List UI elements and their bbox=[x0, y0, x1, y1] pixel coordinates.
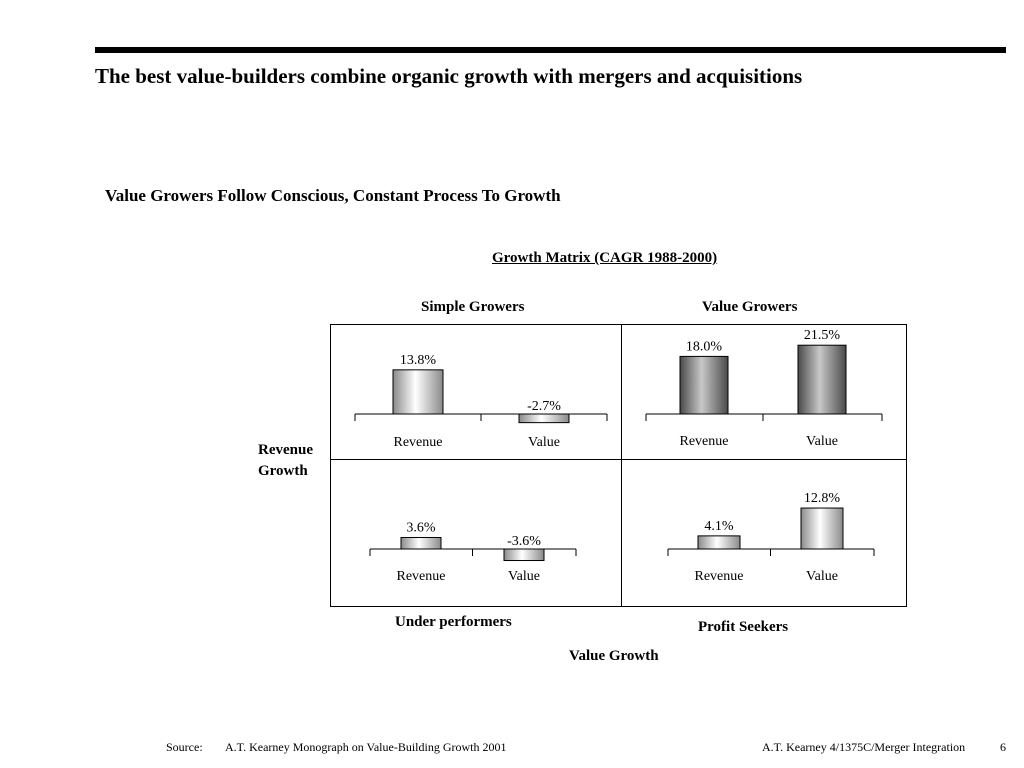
simple-growers-data-label-value: -2.7% bbox=[527, 399, 561, 414]
quadrant-label-simple-growers: Simple Growers bbox=[421, 299, 525, 315]
x-axis-label: Value Growth bbox=[569, 648, 659, 664]
value-growers-data-label-revenue: 18.0% bbox=[686, 339, 723, 354]
profit-seekers-bar-revenue bbox=[697, 535, 741, 550]
simple-growers-bar-revenue bbox=[392, 369, 444, 415]
simple-growers-category-label-value: Value bbox=[528, 435, 560, 450]
value-growers-data-label-value: 21.5% bbox=[804, 328, 841, 343]
value-growers-category-label-revenue: Revenue bbox=[680, 434, 729, 449]
matrix-title: Growth Matrix (CAGR 1988-2000) bbox=[492, 250, 718, 266]
under-performers-category-label-value: Value bbox=[508, 569, 540, 584]
value-growers-bar-value bbox=[797, 344, 847, 415]
y-axis-label-line1: Revenue bbox=[258, 442, 313, 458]
grid-horizontal-divider bbox=[331, 459, 906, 460]
quadrant-label-under-performers: Under performers bbox=[395, 614, 512, 630]
under-performers-bar-revenue bbox=[400, 536, 442, 550]
simple-growers-data-label-revenue: 13.8% bbox=[400, 353, 437, 368]
grid-vertical-divider bbox=[621, 325, 622, 606]
profit-seekers-category-label-value: Value bbox=[806, 569, 838, 584]
y-axis-label: Revenue Growth bbox=[258, 440, 313, 482]
slide-subtitle: Value Growers Follow Conscious, Constant… bbox=[105, 186, 561, 205]
under-performers-category-label-revenue: Revenue bbox=[397, 569, 446, 584]
growth-matrix-grid bbox=[330, 324, 907, 607]
quadrant-label-profit-seekers: Profit Seekers bbox=[698, 619, 789, 635]
y-axis-label-line2: Growth bbox=[258, 463, 308, 479]
profit-seekers-data-label-value: 12.8% bbox=[804, 491, 841, 506]
profit-seekers-bar-value bbox=[800, 507, 844, 550]
under-performers-bar-value bbox=[503, 548, 545, 562]
footer-source-text: A.T. Kearney Monograph on Value-Building… bbox=[225, 740, 507, 754]
top-rule bbox=[95, 47, 1006, 53]
slide-title: The best value-builders combine organic … bbox=[95, 64, 803, 88]
under-performers-data-label-revenue: 3.6% bbox=[406, 520, 436, 535]
value-growers-category-label-value: Value bbox=[806, 434, 838, 449]
profit-seekers-data-label-revenue: 4.1% bbox=[704, 519, 734, 534]
footer-page-number: 6 bbox=[1000, 740, 1006, 754]
value-growers-bar-revenue bbox=[679, 355, 729, 415]
profit-seekers-category-label-revenue: Revenue bbox=[695, 569, 744, 584]
footer-doc-ref: A.T. Kearney 4/1375C/Merger Integration bbox=[762, 740, 966, 754]
simple-growers-category-label-revenue: Revenue bbox=[394, 435, 443, 450]
under-performers-data-label-value: -3.6% bbox=[507, 534, 541, 549]
footer-source-prefix: Source: bbox=[166, 740, 203, 754]
simple-growers-bar-value bbox=[518, 413, 570, 424]
quadrant-label-value-growers: Value Growers bbox=[702, 299, 798, 315]
